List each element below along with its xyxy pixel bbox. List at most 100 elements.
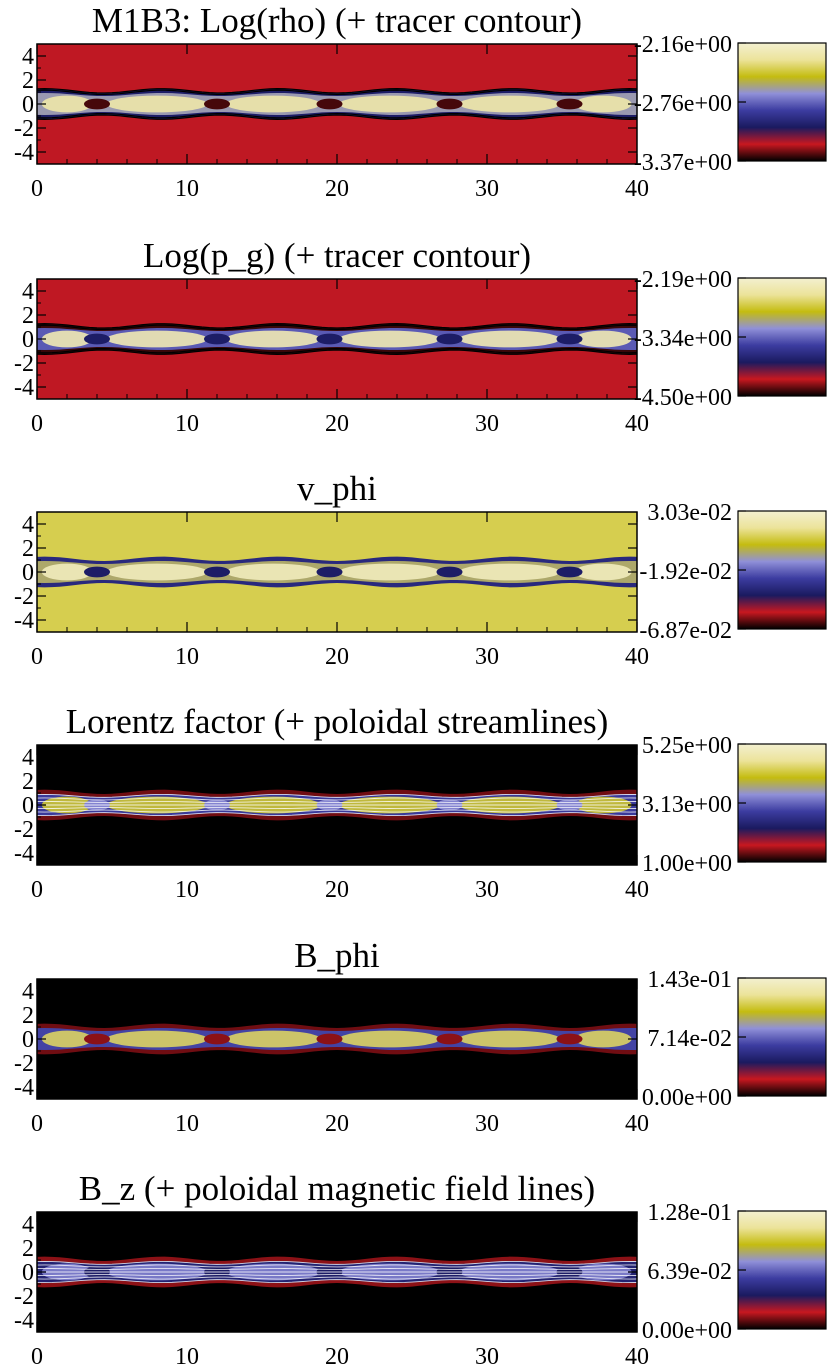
shock-knot	[204, 98, 230, 110]
x-tick-label: 40	[625, 877, 649, 903]
core-blob	[41, 95, 93, 113]
field-line	[37, 797, 637, 801]
heatmap	[37, 279, 637, 399]
y-tick-label: -4	[14, 375, 34, 401]
core-blob	[339, 563, 440, 581]
panel-title: B_z (+ poloidal magnetic field lines)	[79, 1169, 595, 1208]
panel-title: Lorentz factor (+ poloidal streamlines)	[66, 702, 609, 741]
x-tick-label: 10	[175, 411, 199, 437]
core-blob	[226, 1030, 321, 1048]
heatmap	[37, 44, 637, 164]
core-blob	[574, 1030, 632, 1048]
colorbar-label: 1.00e+00	[642, 851, 732, 877]
core-blob	[41, 563, 93, 581]
field-line	[37, 1276, 637, 1280]
colorbar-label: 5.25e+00	[642, 733, 732, 759]
x-tick-label: 40	[625, 1344, 649, 1370]
shock-knot	[204, 1033, 230, 1045]
shock-knot	[84, 566, 110, 578]
tracer-contour	[37, 347, 637, 354]
y-tick-label: 2	[22, 1236, 34, 1262]
colorbar-label: -2.19e+00	[634, 267, 732, 293]
y-tick-label: 0	[22, 560, 34, 586]
x-tick-label: 0	[31, 411, 43, 437]
core-blob	[574, 330, 632, 348]
colorbar-label: 1.43e-01	[647, 967, 732, 993]
core-blob	[106, 330, 208, 348]
y-tick-label: -4	[14, 841, 34, 867]
shock-knot	[316, 333, 343, 345]
core-blob	[459, 1030, 560, 1048]
y-tick-label: 4	[22, 44, 34, 70]
x-tick-label: 10	[175, 1111, 199, 1137]
colorbar-label: -3.34e+00	[634, 326, 732, 352]
x-tick-label: 40	[625, 1111, 649, 1137]
colorbar	[737, 1210, 827, 1330]
x-tick-label: 0	[31, 644, 43, 670]
x-tick-label: 10	[175, 176, 199, 202]
core-blob	[41, 1030, 93, 1048]
core-blob	[106, 563, 208, 581]
core-blob	[574, 563, 632, 581]
shock-knot	[316, 98, 343, 110]
x-tick-label: 10	[175, 1344, 199, 1370]
x-tick-label: 20	[325, 411, 349, 437]
shock-knot	[316, 1033, 343, 1045]
y-tick-label: -2	[14, 817, 34, 843]
panel-title: Log(p_g) (+ tracer contour)	[143, 236, 531, 275]
x-tick-label: 0	[31, 176, 43, 202]
tracer-contour	[37, 349, 637, 355]
x-tick-label: 0	[31, 1111, 43, 1137]
shock-knot	[436, 566, 463, 578]
tracer-contour	[37, 88, 637, 94]
y-tick-label: -4	[14, 140, 34, 166]
y-tick-label: -4	[14, 1308, 34, 1334]
core-blob	[459, 95, 560, 113]
field-line	[37, 1279, 637, 1284]
x-tick-label: 20	[325, 644, 349, 670]
y-tick-label: 4	[22, 979, 34, 1005]
colorbar-label: 3.13e+00	[642, 792, 732, 818]
field-line	[37, 801, 637, 803]
heatmap	[37, 979, 637, 1099]
core-blob	[226, 330, 321, 348]
heatmap	[37, 745, 637, 865]
y-tick-label: -2	[14, 351, 34, 377]
shock-knot	[436, 98, 463, 110]
y-tick-label: -2	[14, 1284, 34, 1310]
panel-title: M1B3: Log(rho) (+ tracer contour)	[92, 1, 582, 40]
y-tick-label: -4	[14, 608, 34, 634]
core-blob	[459, 330, 560, 348]
x-tick-label: 20	[325, 176, 349, 202]
y-tick-label: 4	[22, 1212, 34, 1238]
colorbar	[737, 277, 827, 397]
x-tick-label: 20	[325, 877, 349, 903]
shock-knot	[204, 566, 230, 578]
x-tick-label: 40	[625, 176, 649, 202]
colorbar-label: -2.76e+00	[634, 91, 732, 117]
tracer-contour	[37, 112, 637, 119]
y-tick-label: 0	[22, 1027, 34, 1053]
x-tick-label: 30	[475, 644, 499, 670]
field-line	[37, 1264, 637, 1268]
panel-title: v_phi	[297, 469, 377, 508]
colorbar-label: -3.37e+00	[634, 150, 732, 176]
tracer-contour	[37, 114, 637, 120]
core-blob	[106, 95, 208, 113]
y-tick-label: 2	[22, 68, 34, 94]
y-tick-label: -2	[14, 1051, 34, 1077]
core-blob	[226, 563, 321, 581]
core-blob	[339, 1030, 440, 1048]
x-tick-label: 10	[175, 644, 199, 670]
y-tick-label: 4	[22, 512, 34, 538]
shock-knot	[556, 566, 583, 578]
colorbar-label: -4.50e+00	[634, 385, 732, 411]
tracer-contour	[37, 324, 637, 331]
core-blob	[41, 330, 93, 348]
colorbar	[737, 977, 827, 1097]
y-tick-label: 0	[22, 793, 34, 819]
y-tick-label: 2	[22, 303, 34, 329]
shock-knot	[436, 1033, 463, 1045]
panel-title: B_phi	[294, 936, 380, 975]
y-tick-label: 0	[22, 327, 34, 353]
